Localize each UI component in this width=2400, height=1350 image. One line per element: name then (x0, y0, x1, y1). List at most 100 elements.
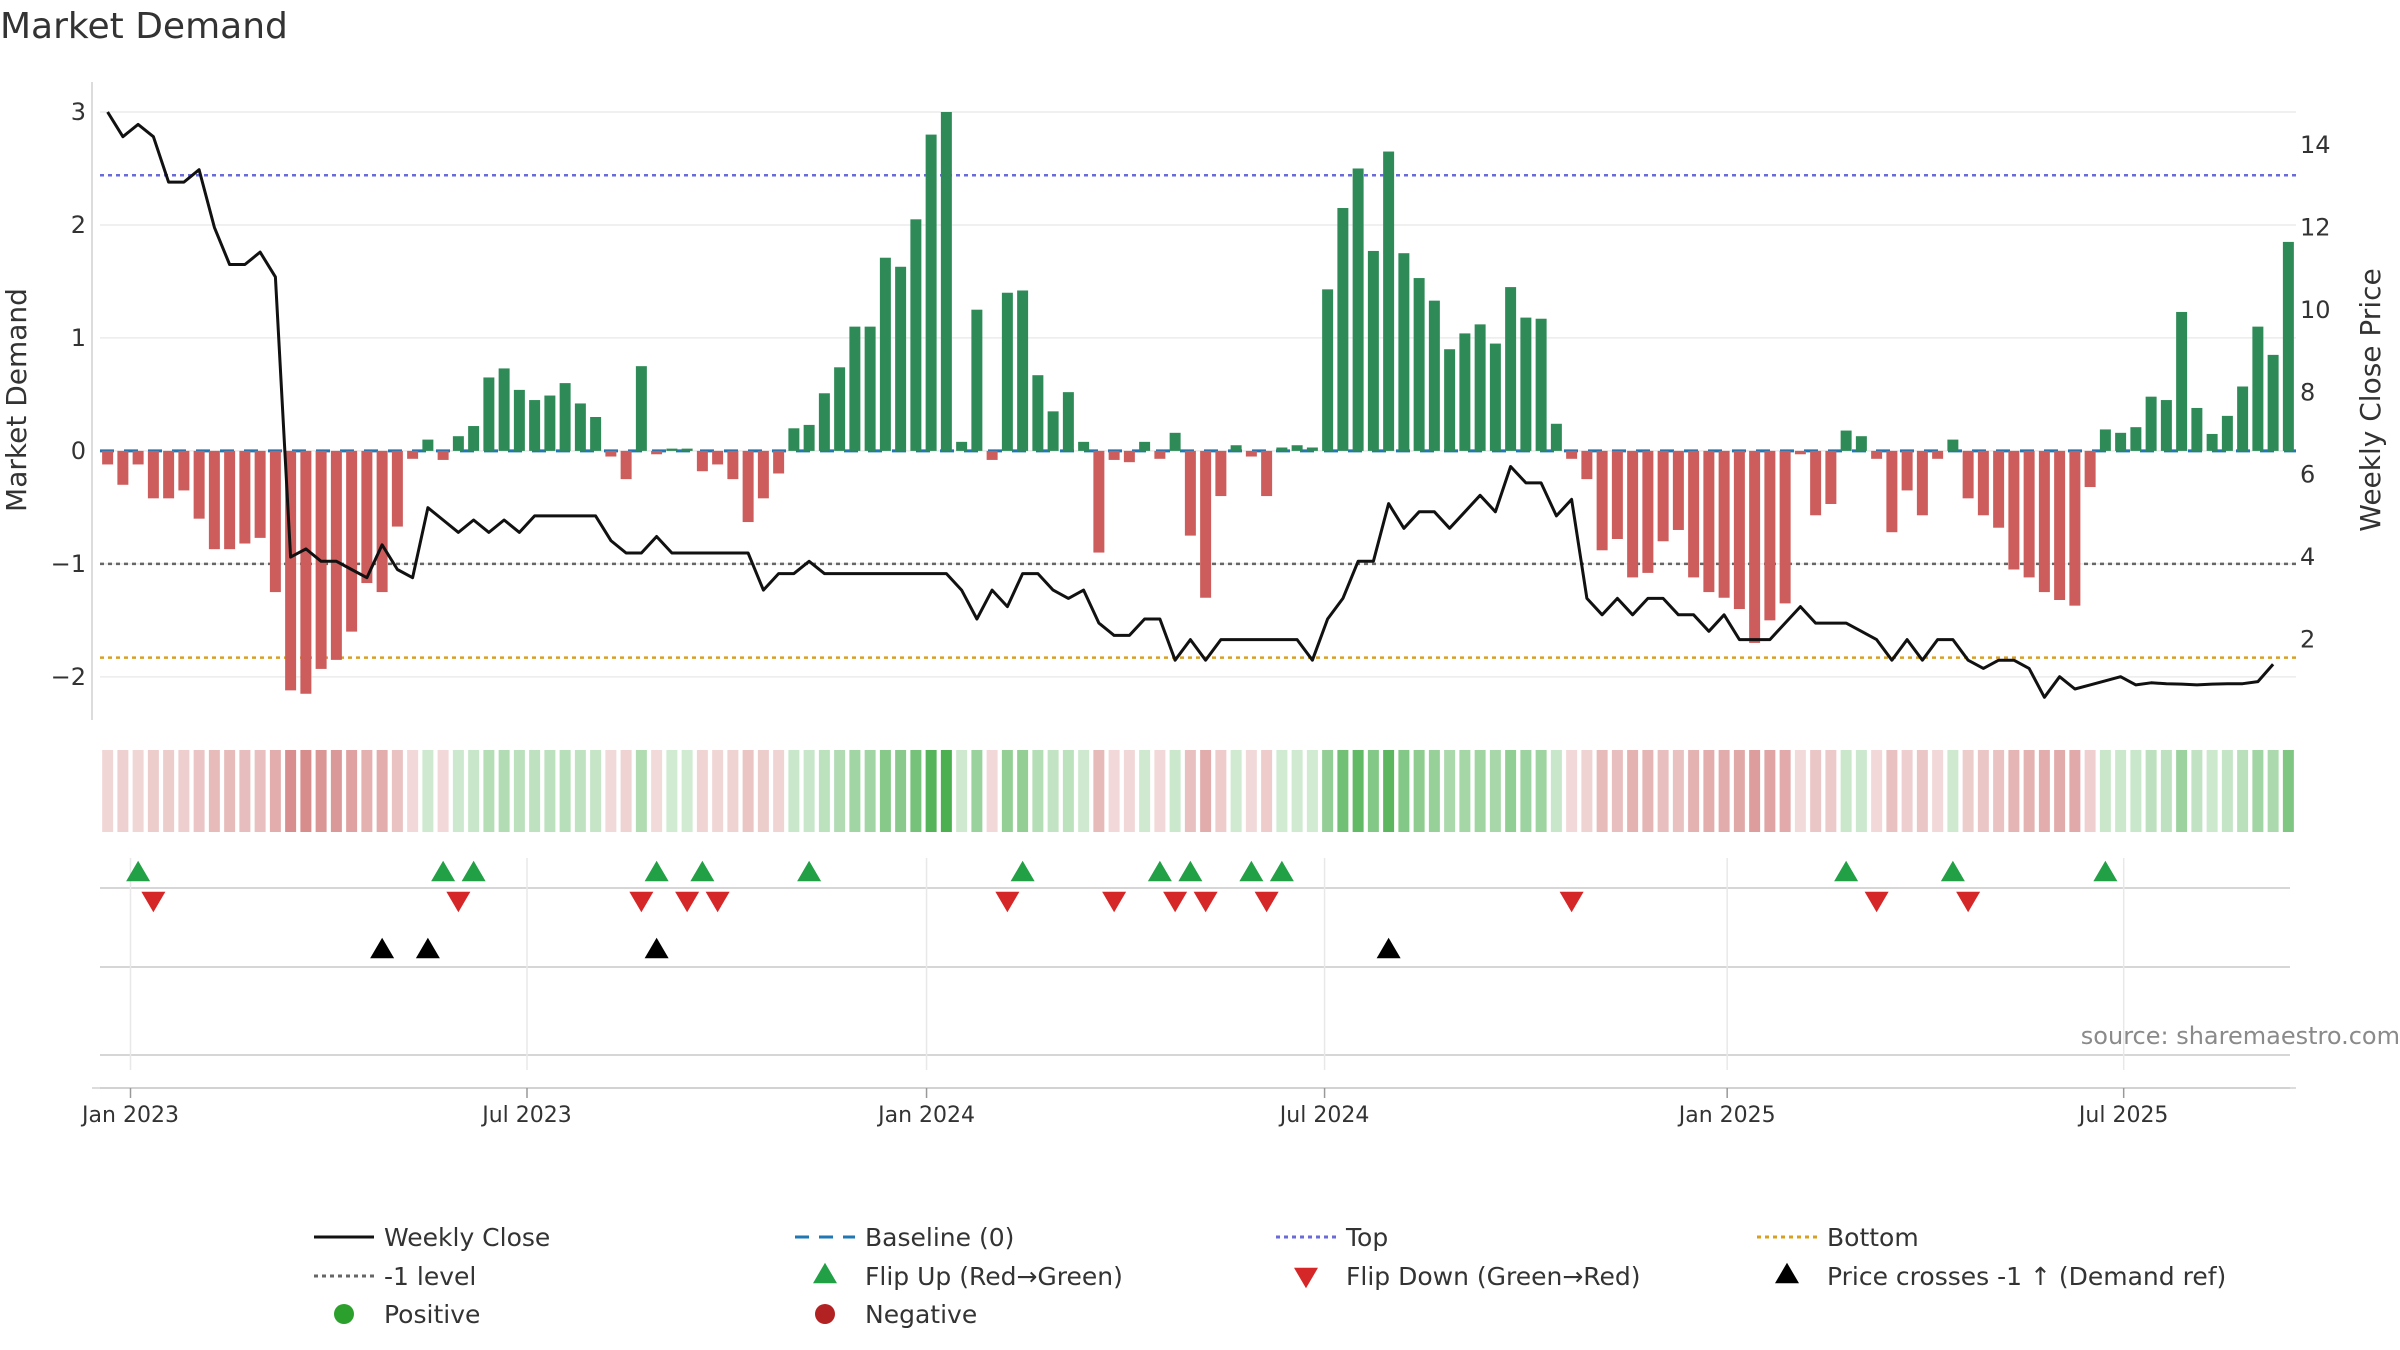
heat-cell (513, 750, 525, 832)
demand-bar (1032, 375, 1044, 451)
demand-bar (773, 450, 785, 474)
legend-swatch (334, 1304, 354, 1324)
flip-up-marker (461, 860, 486, 882)
heat-cell (1627, 750, 1639, 832)
heat-cell (849, 750, 861, 832)
heat-cell (407, 750, 419, 832)
heat-cell (452, 750, 464, 832)
x-tick-label: Jan 2024 (876, 1103, 975, 1128)
heat-cell (178, 750, 190, 832)
demand-bar (330, 450, 342, 660)
heat-cell (1093, 750, 1105, 832)
legend-swatch (815, 1304, 835, 1324)
demand-bar (1535, 318, 1547, 451)
legend-swatch (813, 1262, 837, 1284)
demand-bar (1901, 450, 1913, 491)
demand-bar (712, 450, 724, 465)
demand-bar (102, 450, 114, 465)
heat-cell (1306, 750, 1318, 832)
demand-bar (407, 450, 419, 459)
demand-bar (1550, 423, 1562, 451)
y2-tick-label: 4 (2300, 543, 2315, 571)
flip-down-marker (675, 891, 700, 913)
flip-up-marker (431, 860, 456, 882)
heat-cell (544, 750, 556, 832)
heat-cell (2176, 750, 2188, 832)
heat-cell (163, 750, 175, 832)
legend-label: Negative (865, 1300, 977, 1329)
demand-bar (1916, 450, 1928, 516)
demand-bar (590, 417, 602, 451)
demand-bar (498, 368, 510, 451)
heat-cell (330, 750, 342, 832)
heat-cell (1535, 750, 1547, 832)
chart-title: Market Demand (0, 6, 288, 47)
demand-bar (1749, 450, 1761, 643)
x-axis: Jan 2023 Jul 2023 Jan 2024 Jul 2024 Jan 2025… (80, 1087, 2296, 1128)
source-label: source: sharemaestro.com (2080, 1022, 2400, 1050)
demand-bar (361, 450, 373, 584)
heat-cell (1794, 750, 1806, 832)
demand-bar (1977, 450, 1989, 516)
demand-bar (1169, 432, 1181, 451)
y2-tick-label: 2 (2300, 626, 2315, 654)
demand-bar (1642, 450, 1654, 573)
demand-bar (635, 366, 647, 451)
demand-bar (651, 450, 663, 455)
demand-bar (2282, 241, 2294, 451)
demand-bar (742, 450, 754, 523)
demand-bar (239, 450, 251, 544)
heat-cell (712, 750, 724, 832)
heat-cell (498, 750, 510, 832)
heat-cell (132, 750, 144, 832)
heat-cell (788, 750, 800, 832)
heat-cell (971, 750, 983, 832)
heat-cell (681, 750, 693, 832)
heat-cell (285, 750, 297, 832)
demand-bar (1459, 333, 1471, 451)
heat-cell (2191, 750, 2203, 832)
flip-up-marker (797, 860, 822, 882)
demand-bar (2191, 407, 2203, 451)
heat-cell (590, 750, 602, 832)
demand-bar (2038, 450, 2050, 593)
flip-down-marker (1864, 891, 1889, 913)
y-tick-label: 2 (71, 211, 86, 239)
heat-cell (1566, 750, 1578, 832)
heat-cell (2054, 750, 2066, 832)
demand-bar (2252, 326, 2264, 451)
demand-bar (910, 219, 922, 451)
demand-bar (1230, 445, 1242, 451)
heat-cell (2115, 750, 2127, 832)
legend-label: Positive (384, 1300, 480, 1329)
heat-cell (1947, 750, 1959, 832)
demand-bar (1932, 450, 1944, 459)
demand-bar (1596, 450, 1608, 551)
flip-up-marker (2093, 860, 2118, 882)
demand-bar (376, 450, 388, 593)
heat-cell (1032, 750, 1044, 832)
legend-swatch (1775, 1262, 1799, 1284)
demand-bar (1566, 450, 1578, 459)
flip-up-marker (126, 860, 151, 882)
demand-bar (1718, 450, 1730, 598)
demand-bar (544, 395, 556, 451)
demand-bar (1444, 349, 1456, 451)
demand-bar (2130, 427, 2142, 451)
heat-cell (1764, 750, 1776, 832)
heat-cell (1505, 750, 1517, 832)
heat-cell (2084, 750, 2096, 832)
demand-bar (468, 426, 480, 451)
heat-cell (620, 750, 632, 832)
heat-cell (757, 750, 769, 832)
heat-cell (315, 750, 327, 832)
weekly-close-line (106, 111, 2275, 699)
heat-cell (1367, 750, 1379, 832)
demand-bar (529, 400, 541, 451)
heat-cell (1398, 750, 1410, 832)
demand-bar (483, 377, 495, 451)
heat-cell (1977, 750, 1989, 832)
demand-bar (1352, 168, 1364, 451)
heat-cell (925, 750, 937, 832)
flip-up-marker (1147, 860, 1172, 882)
